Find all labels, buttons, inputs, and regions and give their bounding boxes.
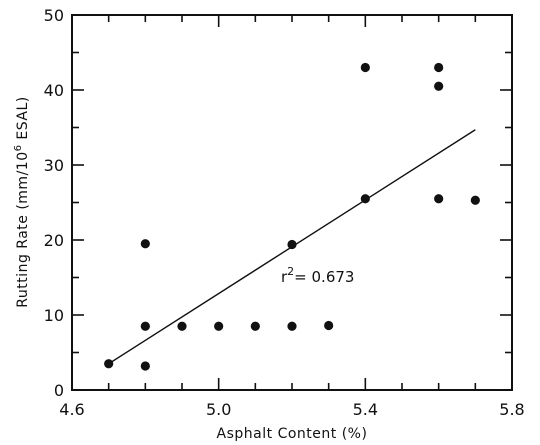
y-axis-tick-labels: 0 10 20 30 40 50 <box>44 6 64 400</box>
r-squared-annotation: r2= 0.673 <box>281 265 354 286</box>
data-point <box>177 321 187 331</box>
y-tick-label: 20 <box>44 231 64 250</box>
data-point <box>287 321 297 331</box>
x-tick-label: 5.0 <box>206 400 231 419</box>
plot-frame <box>71 14 513 391</box>
x-axis-ticks <box>71 15 513 390</box>
data-point <box>434 62 444 73</box>
data-point <box>140 239 150 249</box>
data-point <box>140 321 150 331</box>
data-point <box>434 81 444 91</box>
x-axis-tick-labels: 4.6 5.0 5.4 5.8 <box>59 400 524 419</box>
data-point <box>360 62 370 73</box>
y-tick-label: 10 <box>44 306 64 325</box>
data-point <box>360 194 370 204</box>
y-tick-label: 30 <box>44 156 64 175</box>
y-tick-label: 50 <box>44 6 64 25</box>
data-point <box>470 195 480 205</box>
data-point <box>104 359 114 369</box>
y-axis-ticks <box>72 14 512 391</box>
data-point <box>287 239 297 250</box>
data-point <box>250 321 260 331</box>
x-tick-label: 4.6 <box>59 400 84 419</box>
data-point <box>434 194 444 204</box>
data-point <box>140 361 150 371</box>
x-axis-title: Asphalt Content (%) <box>217 426 368 442</box>
y-tick-label: 0 <box>54 381 64 400</box>
data-point <box>324 320 334 331</box>
y-axis-title: Rutting Rate (mm/106 ESAL) <box>13 96 31 308</box>
data-points <box>104 62 480 371</box>
data-point <box>214 321 224 331</box>
y-tick-label: 40 <box>44 81 64 100</box>
x-tick-label: 5.8 <box>499 400 524 419</box>
x-tick-label: 5.4 <box>353 400 378 419</box>
